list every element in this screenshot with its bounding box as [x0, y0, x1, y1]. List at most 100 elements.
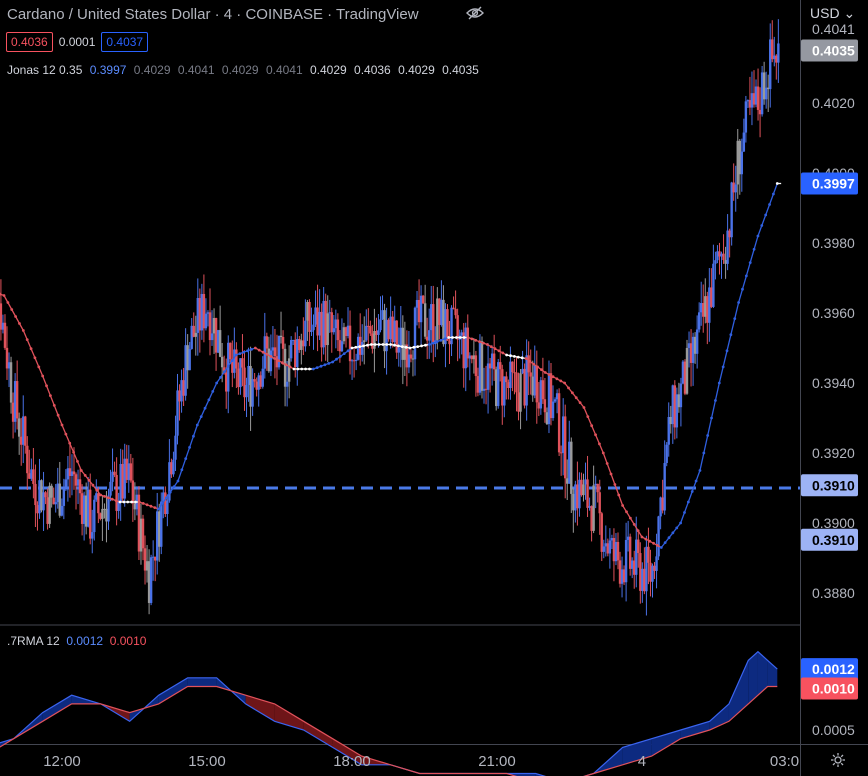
candlestick — [576, 461, 579, 526]
candle-body — [141, 518, 145, 549]
spread-value: 0.0001 — [58, 35, 96, 49]
legend-value: 0.4041 — [177, 63, 215, 77]
candle-body — [691, 336, 695, 363]
candlestick — [40, 479, 43, 513]
candle-body — [513, 372, 516, 374]
candle-body — [576, 484, 579, 509]
ma-point — [404, 345, 408, 349]
ma-point — [752, 247, 756, 251]
candle-body — [645, 546, 648, 592]
candle-body — [105, 508, 108, 522]
candle-body — [302, 340, 305, 347]
candle-body — [421, 295, 425, 304]
ma-point — [52, 404, 56, 407]
currency-selector[interactable]: USD ⌄ — [810, 5, 855, 22]
candle-body — [153, 556, 157, 561]
ma-point — [180, 468, 184, 472]
indicator-legend[interactable]: Jonas 12 0.35 0.3997 0.4029 0.4041 0.402… — [7, 63, 483, 77]
candlestick — [616, 532, 620, 570]
ma-point — [172, 485, 176, 488]
candle-body — [547, 373, 551, 425]
candle-body — [50, 485, 53, 498]
buy-price-box[interactable]: 0.4037 — [101, 32, 149, 52]
candlestick — [324, 293, 327, 361]
candle-body — [20, 436, 23, 445]
candle-body — [633, 560, 636, 575]
candle-body — [442, 299, 445, 345]
candle-body — [602, 546, 605, 552]
price-axis[interactable]: 0.3880 0.3900 0.3920 0.3940 0.3960 0.3980 0.40… — [801, 21, 858, 738]
candlestick — [336, 313, 340, 351]
ma-point — [690, 490, 694, 493]
ma-segment — [618, 494, 624, 506]
time-tick-label: 21:00 — [478, 753, 516, 770]
candlestick — [507, 379, 510, 400]
ma-point — [335, 357, 338, 361]
ma-point — [501, 351, 505, 355]
ma-point — [710, 416, 713, 420]
ma-point — [594, 433, 597, 437]
ma-point — [280, 361, 284, 365]
candle-body — [764, 87, 768, 100]
symbol-title[interactable]: Cardano / United States Dollar · 4 · COI… — [7, 6, 419, 23]
candle-body — [233, 349, 236, 373]
ma-point — [29, 347, 33, 351]
candle-body — [117, 501, 120, 511]
ma-point — [435, 340, 439, 344]
candle-body — [253, 379, 256, 382]
ma-point — [87, 478, 91, 482]
candle-body — [97, 493, 100, 514]
candlestick — [685, 339, 689, 395]
candle-body — [56, 483, 59, 503]
candlestick — [253, 372, 256, 388]
ma-segment — [722, 350, 728, 368]
candle-body — [330, 312, 333, 333]
candle-body — [89, 489, 92, 539]
candlestick — [20, 417, 23, 466]
candlestick — [180, 369, 183, 413]
ma-point — [547, 373, 551, 376]
candle-body — [714, 260, 717, 264]
ma-point — [744, 274, 748, 278]
candlestick — [145, 545, 149, 583]
oscillator-legend[interactable]: .7RMA 12 0.0012 0.0010 — [7, 634, 146, 648]
candlestick — [184, 328, 187, 401]
candlestick — [302, 317, 305, 356]
candlestick — [239, 358, 242, 395]
candle-body — [430, 304, 433, 331]
candle-body — [606, 543, 610, 554]
time-axis[interactable]: 12:00 15:00 18:00 21:00 4 03:0 — [43, 753, 799, 770]
candle-body — [748, 100, 752, 108]
candle-body — [30, 469, 33, 479]
candle-body — [462, 332, 465, 369]
hide-eye-icon[interactable] — [466, 6, 484, 20]
candle-body — [718, 251, 721, 257]
ma-segment — [741, 275, 747, 290]
gear-icon[interactable] — [830, 752, 846, 768]
ma-point — [18, 322, 21, 325]
candle-body — [490, 353, 494, 369]
candle-body — [677, 394, 681, 408]
indicator-name: Jonas 12 0.35 — [7, 63, 83, 77]
candlestick — [533, 345, 536, 399]
candle-body — [0, 303, 3, 330]
candle-body — [432, 304, 435, 344]
candlestick — [728, 228, 731, 258]
candle-body — [499, 362, 502, 370]
candlestick — [756, 68, 760, 121]
candle-body — [403, 344, 407, 360]
candlestick — [720, 251, 723, 279]
candlestick — [257, 372, 260, 407]
candlestick — [409, 349, 413, 363]
candle-body — [771, 39, 774, 60]
candlestick — [470, 355, 474, 364]
candle-body — [334, 319, 338, 329]
sell-price-box[interactable]: 0.4036 — [6, 32, 53, 52]
candlestick — [137, 486, 141, 561]
candlestick — [115, 457, 118, 526]
ma-point — [238, 352, 242, 355]
candlestick — [614, 533, 618, 566]
candlestick — [620, 556, 624, 598]
candle-body — [777, 43, 780, 63]
